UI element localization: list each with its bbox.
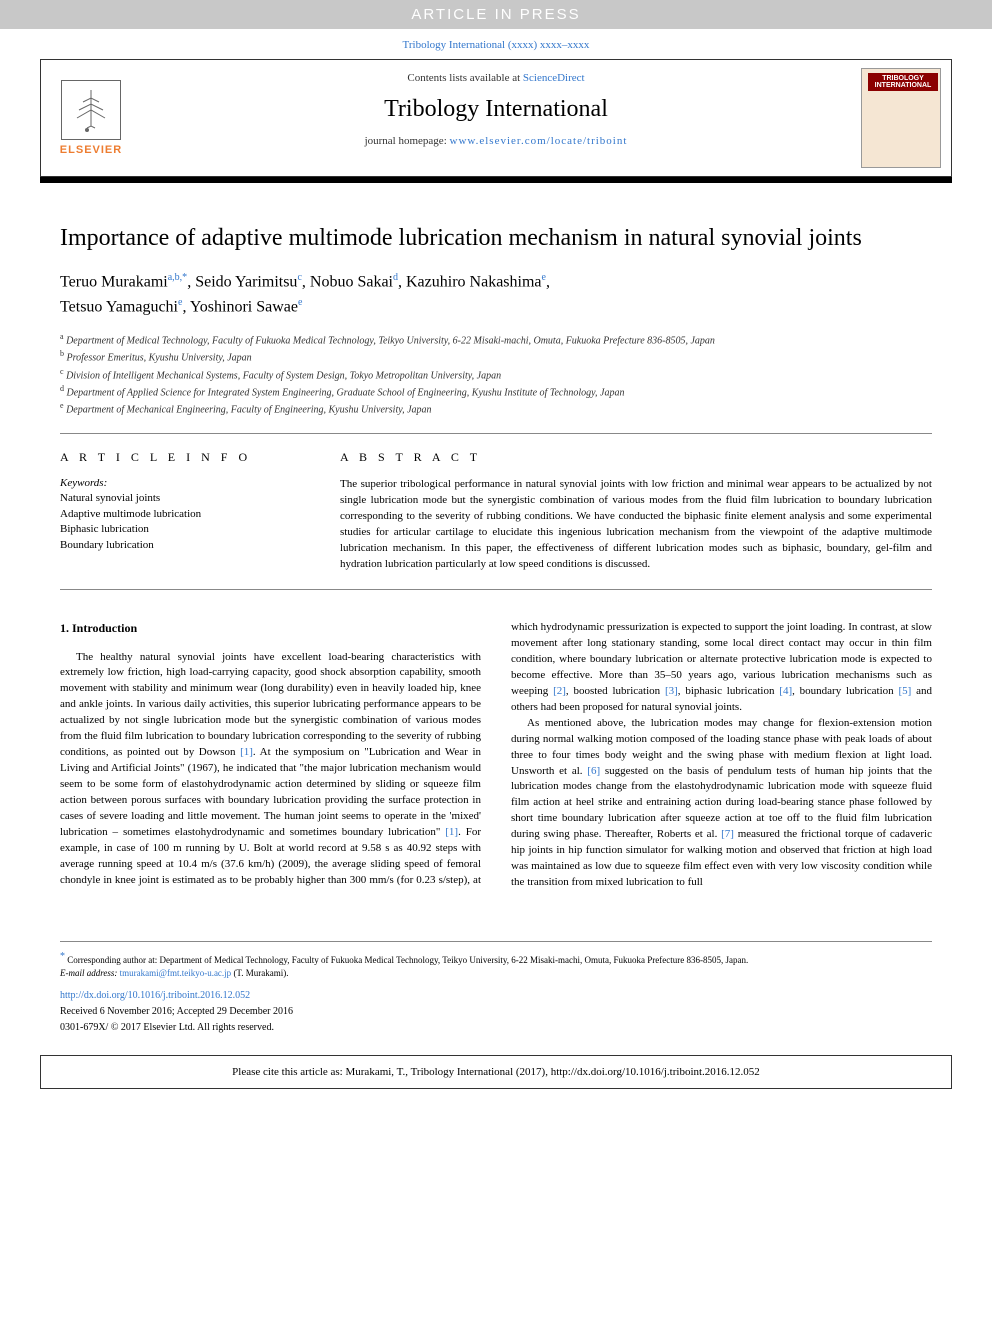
affiliation-a: a Department of Medical Technology, Facu… (60, 331, 932, 348)
keyword-0: Natural synovial joints (60, 491, 300, 506)
header-center: Contents lists available at ScienceDirec… (141, 60, 851, 176)
ref-7[interactable]: [7] (721, 828, 734, 840)
corresponding-author: * Corresponding author at: Department of… (60, 950, 932, 967)
ref-4[interactable]: [4] (779, 685, 792, 697)
ref-1b[interactable]: [1] (445, 826, 458, 838)
ref-2[interactable]: [2] (553, 685, 566, 697)
homepage-line: journal homepage: www.elsevier.com/locat… (141, 135, 851, 147)
copyright: 0301-679X/ © 2017 Elsevier Ltd. All righ… (60, 1021, 932, 1035)
doi-link[interactable]: http://dx.doi.org/10.1016/j.triboint.201… (60, 989, 932, 1003)
journal-header-box: ELSEVIER Contents lists available at Sci… (40, 59, 952, 177)
author-1-sup: a,b,* (168, 272, 187, 283)
body-section: 1. Introduction The healthy natural syno… (60, 620, 932, 891)
paragraph-2: As mentioned above, the lubrication mode… (511, 716, 932, 891)
ref-5[interactable]: [5] (898, 685, 911, 697)
author-comma: , (546, 274, 550, 291)
cover-thumbnail: TRIBOLOGY INTERNATIONAL (861, 68, 941, 168)
email-link[interactable]: tmurakami@fmt.teikyo-u.ac.jp (120, 968, 232, 978)
cite-as-box: Please cite this article as: Murakami, T… (40, 1055, 952, 1089)
author-3: , Nobuo Sakai (302, 274, 393, 291)
article-info-col: A R T I C L E I N F O Keywords: Natural … (60, 450, 300, 573)
affiliation-e: e Department of Mechanical Engineering, … (60, 400, 932, 417)
article-in-press-banner: ARTICLE IN PRESS (0, 0, 992, 29)
author-5: Tetsuo Yamaguchi (60, 298, 178, 315)
elsevier-logo: ELSEVIER (41, 60, 141, 176)
elsevier-tree-icon (61, 80, 121, 140)
section-1-title: 1. Introduction (60, 620, 481, 637)
cover-title: TRIBOLOGY INTERNATIONAL (868, 73, 938, 91)
keyword-1: Adaptive multimode lubrication (60, 507, 300, 522)
author-1: Teruo Murakami (60, 274, 168, 291)
authors: Teruo Murakamia,b,*, Seido Yarimitsuc, N… (60, 270, 932, 319)
homepage-prefix: journal homepage: (365, 135, 450, 147)
divider-2 (60, 589, 932, 590)
article-title: Importance of adaptive multimode lubrica… (60, 223, 932, 254)
ref-3[interactable]: [3] (665, 685, 678, 697)
author-4: , Kazuhiro Nakashima (398, 274, 542, 291)
article-info-head: A R T I C L E I N F O (60, 450, 300, 465)
ref-1[interactable]: [1] (240, 746, 253, 758)
received-accepted: Received 6 November 2016; Accepted 29 De… (60, 1005, 932, 1019)
abstract-col: A B S T R A C T The superior tribologica… (340, 450, 932, 573)
keywords-label: Keywords: (60, 477, 300, 489)
contents-available-line: Contents lists available at ScienceDirec… (141, 72, 851, 84)
keyword-2: Biphasic lubrication (60, 522, 300, 537)
email-line: E-mail address: tmurakami@fmt.teikyo-u.a… (60, 967, 932, 980)
affiliations: a Department of Medical Technology, Facu… (60, 331, 932, 418)
two-column-body: 1. Introduction The healthy natural syno… (60, 620, 932, 891)
journal-issue-link[interactable]: Tribology International (xxxx) xxxx–xxxx (0, 29, 992, 59)
sciencedirect-link[interactable]: ScienceDirect (523, 72, 585, 84)
keyword-3: Boundary lubrication (60, 538, 300, 553)
footer-block: * Corresponding author at: Department of… (60, 941, 932, 1035)
abstract-text: The superior tribological performance in… (340, 477, 932, 573)
affiliation-c: c Division of Intelligent Mechanical Sys… (60, 366, 932, 383)
info-abstract-row: A R T I C L E I N F O Keywords: Natural … (60, 450, 932, 573)
journal-cover: TRIBOLOGY INTERNATIONAL (851, 60, 951, 176)
homepage-url[interactable]: www.elsevier.com/locate/triboint (450, 135, 628, 147)
affiliation-b: b Professor Emeritus, Kyushu University,… (60, 348, 932, 365)
elsevier-label: ELSEVIER (60, 144, 122, 156)
author-2: , Seido Yarimitsu (187, 274, 297, 291)
abstract-head: A B S T R A C T (340, 450, 932, 465)
divider-1 (60, 433, 932, 434)
contents-prefix: Contents lists available at (407, 72, 522, 84)
ref-6[interactable]: [6] (587, 765, 600, 777)
author-6-sup: e (298, 297, 302, 308)
affiliation-d: d Department of Applied Science for Inte… (60, 383, 932, 400)
article-content: Importance of adaptive multimode lubrica… (0, 183, 992, 911)
journal-name: Tribology International (141, 96, 851, 123)
author-6: , Yoshinori Sawae (182, 298, 298, 315)
